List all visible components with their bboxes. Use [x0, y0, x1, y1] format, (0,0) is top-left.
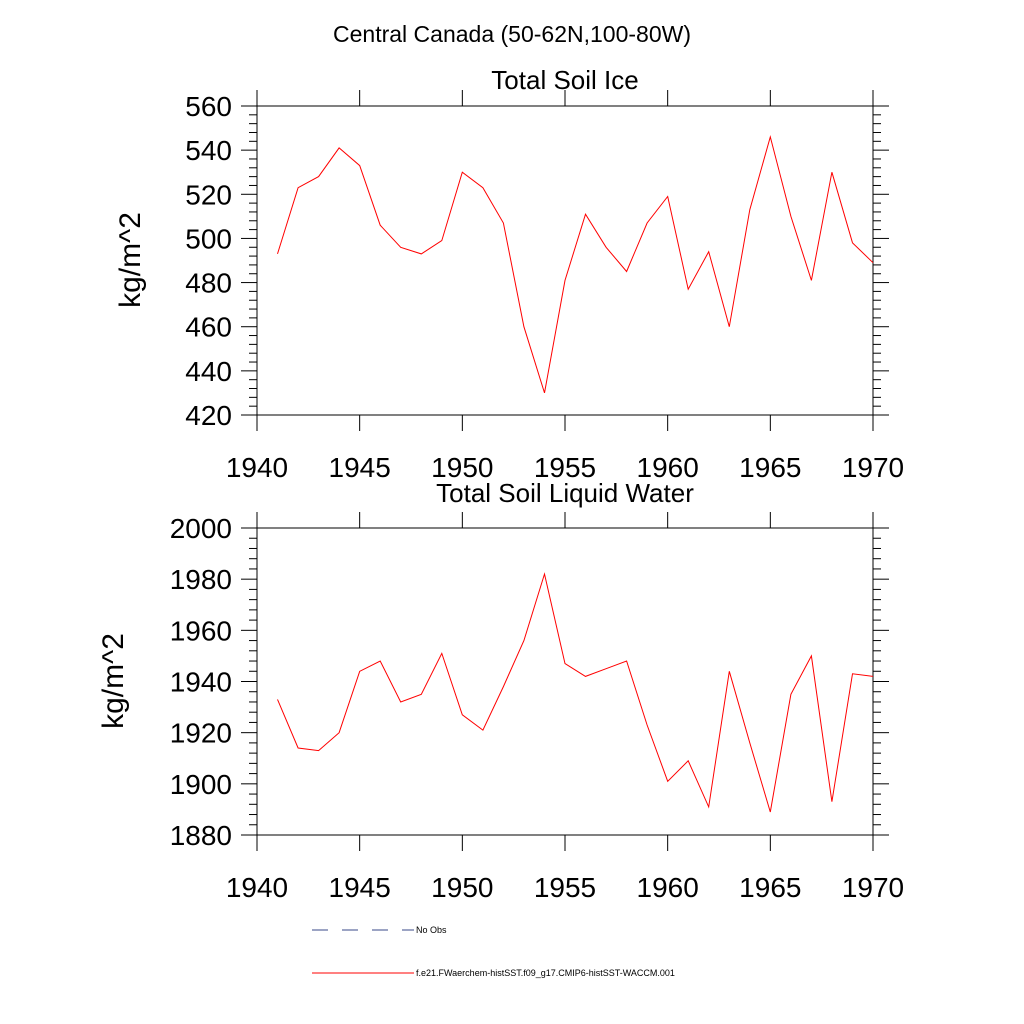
legend-label: f.e21.FWaerchem-histSST.f09_g17.CMIP6-hi…	[416, 968, 675, 978]
y-axis-label: kg/m^2	[97, 633, 130, 729]
panel-total-soil-ice: Total Soil Ice kg/m^2 1940 1945 1950 1955 19…	[114, 65, 904, 483]
series-line	[277, 134, 874, 394]
y-tick-label: 560	[185, 91, 232, 122]
y-tick-label: 1900	[170, 769, 232, 800]
y-tick-label: 1940	[170, 667, 232, 698]
y-tick-label: 540	[185, 135, 232, 166]
y-tick-label: 480	[185, 268, 232, 299]
y-tick-label: 1920	[170, 718, 232, 749]
x-tick-label: 1950	[431, 872, 493, 903]
x-tick-label: 1945	[329, 872, 391, 903]
x-tick-label: 1970	[842, 872, 904, 903]
legend-entry-model-run: f.e21.FWaerchem-histSST.f09_g17.CMIP6-hi…	[312, 968, 675, 978]
y-tick-label: 520	[185, 179, 232, 210]
panel-title: Total Soil Liquid Water	[436, 478, 694, 508]
x-tick-label: 1940	[226, 452, 288, 483]
y-tick-label: 1980	[170, 564, 232, 595]
y-tick-label: 1960	[170, 615, 232, 646]
x-tick-label: 1965	[739, 452, 801, 483]
x-tick-label: 1960	[637, 872, 699, 903]
legend: No Obs f.e21.FWaerchem-histSST.f09_g17.C…	[312, 925, 675, 978]
y-tick-label: 440	[185, 356, 232, 387]
series-line	[277, 572, 874, 813]
legend-label: No Obs	[416, 925, 447, 935]
panel-total-soil-liquid-water: Total Soil Liquid Water kg/m^2 1940 1945 1…	[97, 478, 904, 903]
x-tick-label: 1965	[739, 872, 801, 903]
legend-entry-no-obs: No Obs	[312, 925, 447, 935]
x-tick-label: 1960	[637, 452, 699, 483]
x-tick-label: 1950	[431, 452, 493, 483]
y-tick-label: 2000	[170, 513, 232, 544]
y-axis-label: kg/m^2	[114, 212, 147, 308]
figure-suptitle: Central Canada (50-62N,100-80W)	[333, 21, 691, 47]
x-tick-label: 1945	[329, 452, 391, 483]
x-tick-label: 1955	[534, 872, 596, 903]
x-tick-label: 1970	[842, 452, 904, 483]
y-tick-label: 1880	[170, 820, 232, 851]
y-tick-label: 420	[185, 400, 232, 431]
x-tick-label: 1940	[226, 872, 288, 903]
y-tick-label: 460	[185, 312, 232, 343]
y-tick-label: 500	[185, 223, 232, 254]
x-tick-label: 1955	[534, 452, 596, 483]
